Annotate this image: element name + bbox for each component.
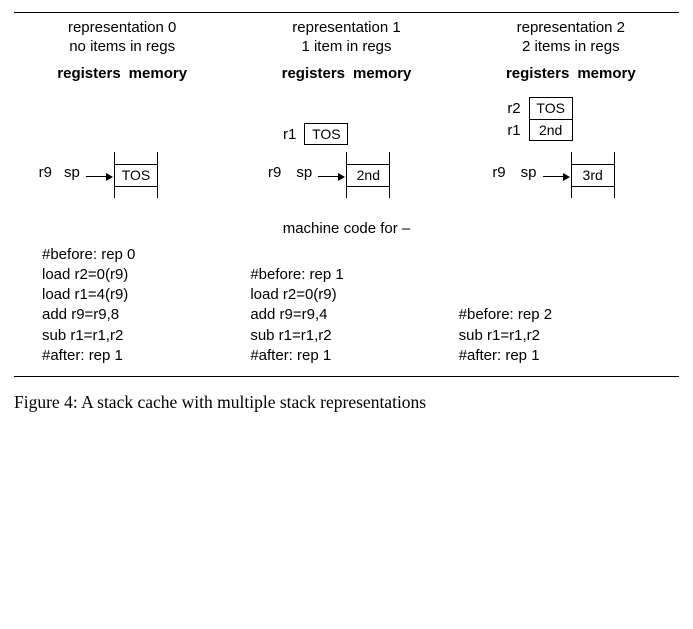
- machine-code-title: machine code for –: [14, 220, 679, 237]
- rep1-title: representation 1: [238, 19, 454, 38]
- rep0-sp-arrow: [86, 173, 113, 181]
- rep2-reg0-label: r2: [493, 100, 521, 117]
- representation-1: representation 1 1 item in regs register…: [238, 19, 454, 206]
- code-line: load r2=0(r9): [42, 265, 234, 285]
- arrow-head-icon: [563, 173, 570, 181]
- arrow-line: [86, 176, 106, 177]
- rep2-sp-label: sp: [521, 164, 537, 181]
- mem-open-top: [114, 152, 158, 164]
- rep2-memory-stack: 3rd: [571, 152, 615, 198]
- rep2-reg1-box: 2nd: [529, 119, 573, 141]
- mem-open-top: [571, 152, 615, 164]
- rep1-reg0-box: TOS: [304, 123, 348, 145]
- arrow-line: [318, 176, 338, 177]
- rep0-sp-label: sp: [64, 164, 80, 181]
- rep0-headers: registers memory: [14, 65, 230, 82]
- rep2-sp-arrow: [543, 173, 570, 181]
- arrow-head-icon: [106, 173, 113, 181]
- code-line: #before: rep 1: [250, 265, 442, 285]
- mem-open-bottom: [346, 186, 390, 198]
- rep0-memory-stack: TOS: [114, 152, 158, 198]
- rep0-title: representation 0: [14, 19, 230, 38]
- rep1-sp-label: sp: [296, 164, 312, 181]
- rep1-sp-arrow: [318, 173, 345, 181]
- rep1-reg0-label: r1: [268, 126, 296, 143]
- rep2-diagram: r2 TOS r1 2nd r9 sp 3rd: [463, 86, 679, 206]
- code-line: sub r1=r1,r2: [250, 326, 442, 346]
- representation-0: representation 0 no items in regs regist…: [14, 19, 230, 206]
- rep1-header-registers: registers: [282, 65, 345, 82]
- rep0-diagram: r9 sp TOS: [14, 86, 230, 206]
- representation-2: representation 2 2 items in regs registe…: [463, 19, 679, 206]
- rep2-subtitle: 2 items in regs: [463, 38, 679, 57]
- code-line: load r1=4(r9): [42, 285, 234, 305]
- rep2-reg0-box: TOS: [529, 97, 573, 119]
- code-line: #after: rep 1: [250, 346, 442, 366]
- rep0-mem-top-cell: TOS: [114, 164, 158, 186]
- code-line: load r2=0(r9): [250, 285, 442, 305]
- machine-code-columns: #before: rep 0 load r2=0(r9) load r1=4(r…: [14, 245, 679, 367]
- code-line: #after: rep 1: [459, 346, 651, 366]
- mem-open-bottom: [114, 186, 158, 198]
- code-line: sub r1=r1,r2: [459, 326, 651, 346]
- mem-open-top: [346, 152, 390, 164]
- rep0-header-registers: registers: [57, 65, 120, 82]
- rep2-sp-reg: r9: [478, 164, 506, 181]
- code-col-1: #before: rep 1 load r2=0(r9) add r9=r9,4…: [242, 265, 450, 366]
- rep0-subtitle: no items in regs: [14, 38, 230, 57]
- rep1-header-memory: memory: [353, 65, 411, 82]
- code-col-2: #before: rep 2 sub r1=r1,r2 #after: rep …: [451, 305, 659, 366]
- rep1-mem-top-cell: 2nd: [346, 164, 390, 186]
- representations-row: representation 0 no items in regs regist…: [14, 19, 679, 206]
- rep2-header-memory: memory: [577, 65, 635, 82]
- mem-open-bottom: [571, 186, 615, 198]
- rep0-sp-reg: r9: [24, 164, 52, 181]
- rep2-header-registers: registers: [506, 65, 569, 82]
- figure-caption: Figure 4: A stack cache with multiple st…: [14, 391, 679, 415]
- rep2-mem-top-cell: 3rd: [571, 164, 615, 186]
- arrow-line: [543, 176, 563, 177]
- rep1-subtitle: 1 item in regs: [238, 38, 454, 57]
- code-line: add r9=r9,8: [42, 305, 234, 325]
- code-line: #after: rep 1: [42, 346, 234, 366]
- figure-box: representation 0 no items in regs regist…: [14, 12, 679, 377]
- rep1-memory-stack: 2nd: [346, 152, 390, 198]
- arrow-head-icon: [338, 173, 345, 181]
- code-line: sub r1=r1,r2: [42, 326, 234, 346]
- rep2-reg1-label: r1: [493, 122, 521, 139]
- rep1-sp-reg: r9: [253, 164, 281, 181]
- code-line: #before: rep 0: [42, 245, 234, 265]
- rep0-header-memory: memory: [129, 65, 187, 82]
- rep1-diagram: r1 TOS r9 sp 2nd: [238, 86, 454, 206]
- rep1-headers: registers memory: [238, 65, 454, 82]
- code-line: #before: rep 2: [459, 305, 651, 325]
- rep2-title: representation 2: [463, 19, 679, 38]
- rep2-headers: registers memory: [463, 65, 679, 82]
- code-col-0: #before: rep 0 load r2=0(r9) load r1=4(r…: [34, 245, 242, 367]
- code-line: add r9=r9,4: [250, 305, 442, 325]
